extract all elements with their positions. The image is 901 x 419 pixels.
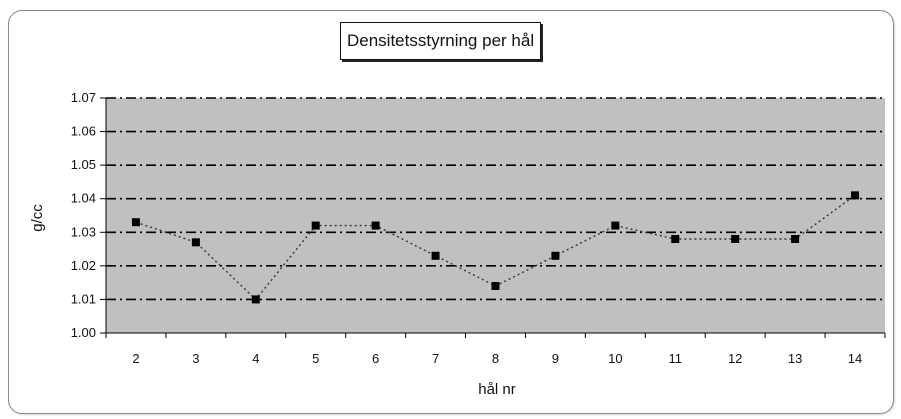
data-point [551, 251, 560, 260]
chart-title: Densitetsstyrning per hål [340, 22, 542, 60]
x-tick-label: 11 [669, 351, 683, 366]
y-tick-label: 1.02 [71, 258, 96, 273]
data-point [431, 251, 440, 260]
x-tick-label: 10 [608, 351, 622, 366]
data-point [671, 235, 680, 243]
data-point [311, 221, 320, 230]
x-tick-label: 8 [492, 351, 499, 366]
data-point [251, 295, 260, 304]
data-point [791, 235, 800, 243]
data-point [731, 235, 740, 243]
x-tick-label: 5 [312, 351, 319, 366]
y-tick-label: 1.03 [71, 224, 96, 239]
y-tick-label: 1.00 [71, 325, 96, 340]
data-point [611, 221, 620, 230]
y-tick-label: 1.07 [71, 90, 96, 105]
data-point [491, 282, 500, 290]
x-axis-label: hål nr [478, 381, 516, 398]
x-tick-label: 14 [848, 351, 862, 366]
x-tick-label: 2 [132, 351, 139, 366]
data-point [131, 218, 140, 227]
data-point [191, 238, 200, 247]
x-tick-label: 6 [372, 351, 379, 366]
plot-area [106, 98, 885, 333]
x-tick-label: 9 [552, 351, 559, 366]
y-tick-label: 1.06 [71, 124, 96, 139]
y-axis-label: g/cc [29, 204, 46, 232]
x-tick-label: 4 [252, 351, 259, 366]
x-tick-label: 13 [788, 351, 802, 366]
data-point [851, 191, 860, 200]
data-point [371, 221, 380, 230]
y-tick-label: 1.01 [71, 291, 96, 306]
x-tick-label: 3 [192, 351, 199, 366]
y-tick-label: 1.05 [71, 157, 96, 172]
x-tick-label: 7 [432, 351, 439, 366]
y-tick-label: 1.04 [71, 191, 96, 206]
x-tick-label: 12 [728, 351, 742, 366]
